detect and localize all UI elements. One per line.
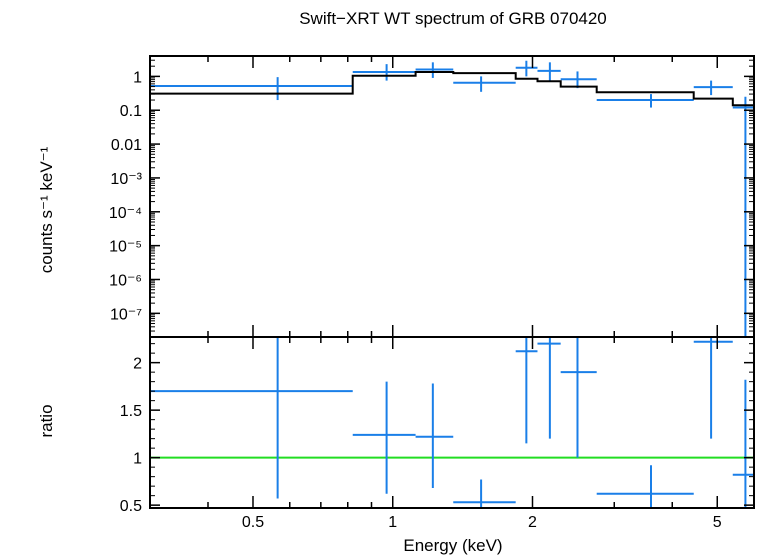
ratio-panel: 0.5 1 1.5 2 (120, 336, 755, 515)
model-step-line (150, 71, 754, 107)
ratio-data-point (453, 479, 516, 508)
y-tick-label: 10⁻⁵ (109, 239, 142, 256)
ratio-data-point (415, 383, 454, 489)
y-tick-label: 10⁻⁴ (109, 205, 142, 222)
y-tick-label: 10⁻⁷ (110, 306, 142, 323)
spectrum-data-point (352, 64, 416, 81)
ratio-data-point (515, 337, 538, 444)
y-tick-label: 10⁻⁶ (109, 272, 142, 289)
ratio-data-point (150, 337, 353, 499)
bottom-y-axis-label: ratio (37, 404, 56, 437)
y-tick-label: 0.1 (120, 103, 142, 120)
ratio-data-point (560, 337, 597, 458)
y-tick-label: 1 (133, 69, 142, 86)
x-tick-label: 0.5 (242, 514, 264, 531)
top-y-axis-label: counts s⁻¹ keV⁻¹ (37, 146, 56, 273)
ratio-data-point (537, 337, 561, 439)
y-tick-label: 2 (133, 356, 142, 373)
y-tick-label: 10⁻³ (110, 171, 142, 188)
spectrum-data-point (415, 62, 454, 78)
spectrum-data-point (693, 80, 733, 96)
y-tick-label: 1 (133, 451, 142, 468)
spectrum-data-point (732, 96, 754, 337)
spectrum-data-point (453, 76, 516, 92)
spectrum-data-point (515, 60, 538, 77)
x-axis-label: Energy (keV) (403, 536, 502, 555)
x-tick-labels: 0.5 1 2 5 (242, 514, 722, 531)
y-tick-label: 1.5 (120, 403, 142, 420)
ratio-data-point (732, 379, 754, 508)
y-tick-label: 0.01 (111, 137, 142, 154)
spectrum-data-point (560, 71, 597, 89)
x-tick-label: 1 (388, 514, 397, 531)
spectrum-data-point (596, 94, 694, 108)
x-tick-label: 5 (713, 514, 722, 531)
y-tick-label: 0.5 (120, 498, 142, 515)
ratio-data-point (352, 381, 416, 494)
panel-frame (149, 336, 755, 509)
chart-title: Swift−XRT WT spectrum of GRB 070420 (299, 9, 607, 28)
ratio-data-point (693, 337, 733, 439)
x-tick-label: 2 (528, 514, 537, 531)
spectrum-panel: 1 0.1 0.01 10⁻³ 10⁻⁴ 10⁻⁵ 10⁻⁶ 10⁻⁷ (109, 55, 755, 338)
panel-frame (149, 55, 755, 338)
ratio-data-point (596, 465, 694, 508)
spectrum-data-point (537, 62, 561, 82)
spectrum-data-point (150, 77, 353, 101)
